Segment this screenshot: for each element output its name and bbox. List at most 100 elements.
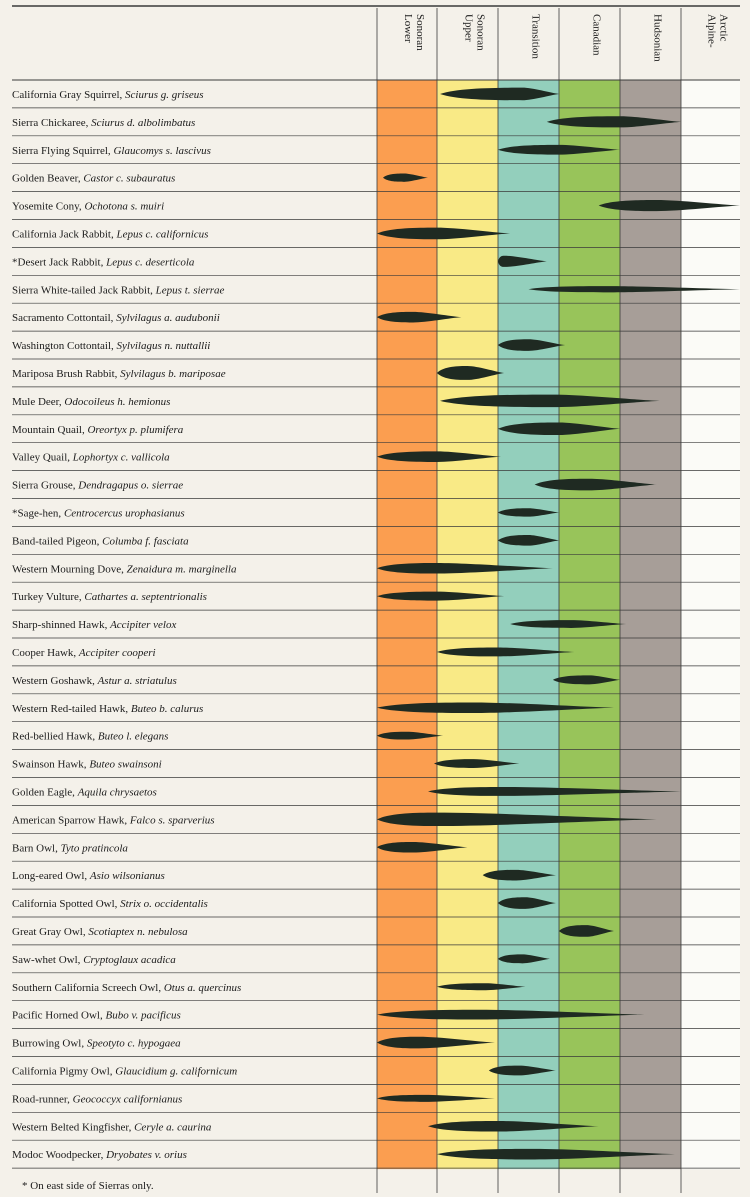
species-label: Mountain Quail, Oreortyx p. plumifera xyxy=(12,424,184,436)
range-mark xyxy=(437,983,526,991)
zone-header-0-line-0: Lower xyxy=(402,14,414,43)
range-mark xyxy=(377,731,444,740)
species-label: Saw-whet Owl, Cryptoglaux acadica xyxy=(12,954,176,966)
range-mark xyxy=(377,227,511,240)
range-mark xyxy=(510,620,627,628)
species-common-name: Road-runner, xyxy=(12,1093,73,1105)
species-common-name: Sierra Grouse, xyxy=(12,480,78,492)
species-common-name: Mule Deer, xyxy=(12,396,64,408)
species-scientific-name: Buteo l. elegans xyxy=(98,731,169,743)
species-label: Golden Eagle, Aquila chrysaetos xyxy=(12,786,157,798)
species-common-name: Southern California Screech Owl, xyxy=(12,982,164,994)
species-scientific-name: Buteo b. calurus xyxy=(131,703,203,715)
species-label: California Spotted Owl, Strix o. occiden… xyxy=(12,898,208,910)
species-label: Pacific Horned Owl, Bubo v. pacificus xyxy=(12,1010,181,1022)
species-scientific-name: Columba f. fasciata xyxy=(102,535,189,547)
species-common-name: Turkey Vulture, xyxy=(12,591,84,603)
species-common-name: Sierra White-tailed Jack Rabbit, xyxy=(12,284,156,296)
zone-bands xyxy=(377,80,740,1170)
species-label: Barn Owl, Tyto pratincola xyxy=(12,842,128,854)
zone-band-1 xyxy=(437,80,498,1170)
species-label: Western Red-tailed Hawk, Buteo b. caluru… xyxy=(12,703,203,715)
species-scientific-name: Sylvilagus b. mariposae xyxy=(120,368,226,380)
range-mark xyxy=(498,508,559,517)
zone-header-4-line-0: Hudsonian xyxy=(652,14,664,62)
zone-band-4 xyxy=(620,80,681,1170)
species-common-name: American Sparrow Hawk, xyxy=(12,814,130,826)
range-mark xyxy=(498,339,566,351)
species-scientific-name: Castor c. subauratus xyxy=(83,173,175,185)
species-scientific-name: Lepus c. deserticola xyxy=(105,256,195,268)
species-label: Red-bellied Hawk, Buteo l. elegans xyxy=(12,731,168,743)
species-label: *Desert Jack Rabbit, Lepus c. deserticol… xyxy=(12,256,195,268)
species-label: Swainson Hawk, Buteo swainsoni xyxy=(12,759,162,771)
range-mark xyxy=(377,841,468,853)
species-label: Mariposa Brush Rabbit, Sylvilagus b. mar… xyxy=(12,368,226,380)
range-mark xyxy=(437,1148,675,1160)
range-mark xyxy=(377,591,505,601)
range-mark xyxy=(434,759,520,769)
species-common-name: Burrowing Owl, xyxy=(12,1038,87,1050)
species-scientific-name: Sciurus d. albolimbatus xyxy=(91,117,195,129)
species-common-name: Yosemite Cony, xyxy=(12,201,84,213)
species-label: Sierra White-tailed Jack Rabbit, Lepus t… xyxy=(12,284,225,296)
species-label: Western Belted Kingfisher, Ceryle a. cau… xyxy=(12,1121,212,1133)
range-mark xyxy=(428,1120,599,1132)
species-label: Washington Cottontail, Sylvilagus n. nut… xyxy=(12,340,210,352)
species-common-name: Swainson Hawk, xyxy=(12,759,89,771)
species-label: Burrowing Owl, Speotyto c. hypogaea xyxy=(12,1038,181,1050)
species-common-name: Washington Cottontail, xyxy=(12,340,117,352)
species-common-name: Sierra Flying Squirrel, xyxy=(12,145,113,157)
range-mark xyxy=(377,562,553,574)
range-mark xyxy=(428,786,681,796)
species-scientific-name: Asio wilsonianus xyxy=(89,870,165,882)
species-label: Great Gray Owl, Scotiaptex n. nebulosa xyxy=(12,926,188,938)
species-scientific-name: Sylvilagus n. nuttallii xyxy=(117,340,211,352)
range-mark xyxy=(377,812,657,827)
zone-headers: Lower Sonoran Upper Sonoran Transition Canadi… xyxy=(402,14,730,62)
range-mark xyxy=(498,422,620,436)
species-label: Cooper Hawk, Accipiter cooperi xyxy=(12,647,156,659)
species-scientific-name: Lepus c. californicus xyxy=(115,228,208,240)
species-scientific-name: Aquila chrysaetos xyxy=(77,786,157,798)
range-mark xyxy=(440,87,559,101)
species-scientific-name: Lepus t. sierrae xyxy=(155,284,225,296)
species-scientific-name: Cathartes a. septentrionalis xyxy=(84,591,207,603)
species-label: Sacramento Cottontail, Sylvilagus a. aud… xyxy=(12,312,220,324)
zone-header-5-line-1: Arctic xyxy=(718,14,730,42)
species-common-name: Pacific Horned Owl, xyxy=(12,1010,105,1022)
range-mark xyxy=(498,954,550,964)
species-scientific-name: Strix o. occidentalis xyxy=(120,898,208,910)
species-scientific-name: Tyto pratincola xyxy=(61,842,129,854)
species-common-name: *Desert Jack Rabbit, xyxy=(12,256,106,268)
species-scientific-name: Oreortyx p. plumifera xyxy=(87,424,183,436)
range-mark xyxy=(546,116,681,128)
species-label: Road-runner, Geococcyx californianus xyxy=(12,1093,182,1105)
species-common-name: Western Belted Kingfisher, xyxy=(12,1121,134,1133)
species-scientific-name: Dryobates v. orius xyxy=(105,1149,187,1161)
species-label: American Sparrow Hawk, Falco s. sparveri… xyxy=(12,814,215,826)
species-common-name: Mountain Quail, xyxy=(12,424,87,436)
range-mark xyxy=(377,702,614,714)
range-mark xyxy=(437,365,505,380)
species-common-name: *Sage-hen, xyxy=(12,507,64,519)
species-label: Yosemite Cony, Ochotona s. muiri xyxy=(12,201,164,213)
species-common-name: Mariposa Brush Rabbit, xyxy=(12,368,120,380)
zone-header-1-line-0: Upper xyxy=(463,14,475,42)
species-scientific-name: Cryptoglaux acadica xyxy=(83,954,176,966)
grid-lines xyxy=(12,5,740,1193)
species-common-name: Western Goshawk, xyxy=(12,675,98,687)
species-label: Modoc Woodpecker, Dryobates v. orius xyxy=(12,1149,187,1161)
range-mark xyxy=(377,1009,645,1020)
species-label: Western Mourning Dove, Zenaidura m. marg… xyxy=(12,563,237,575)
range-mark xyxy=(377,1036,495,1049)
range-mark xyxy=(440,394,660,408)
species-common-name: Western Mourning Dove, xyxy=(12,563,127,575)
range-mark xyxy=(377,451,502,462)
range-mark xyxy=(377,311,462,323)
species-scientific-name: Accipiter velox xyxy=(109,619,176,631)
species-common-name: Great Gray Owl, xyxy=(12,926,88,938)
species-label: Southern California Screech Owl, Otus a.… xyxy=(12,982,241,994)
range-mark xyxy=(528,286,740,293)
species-scientific-name: Otus a. quercinus xyxy=(164,982,242,994)
